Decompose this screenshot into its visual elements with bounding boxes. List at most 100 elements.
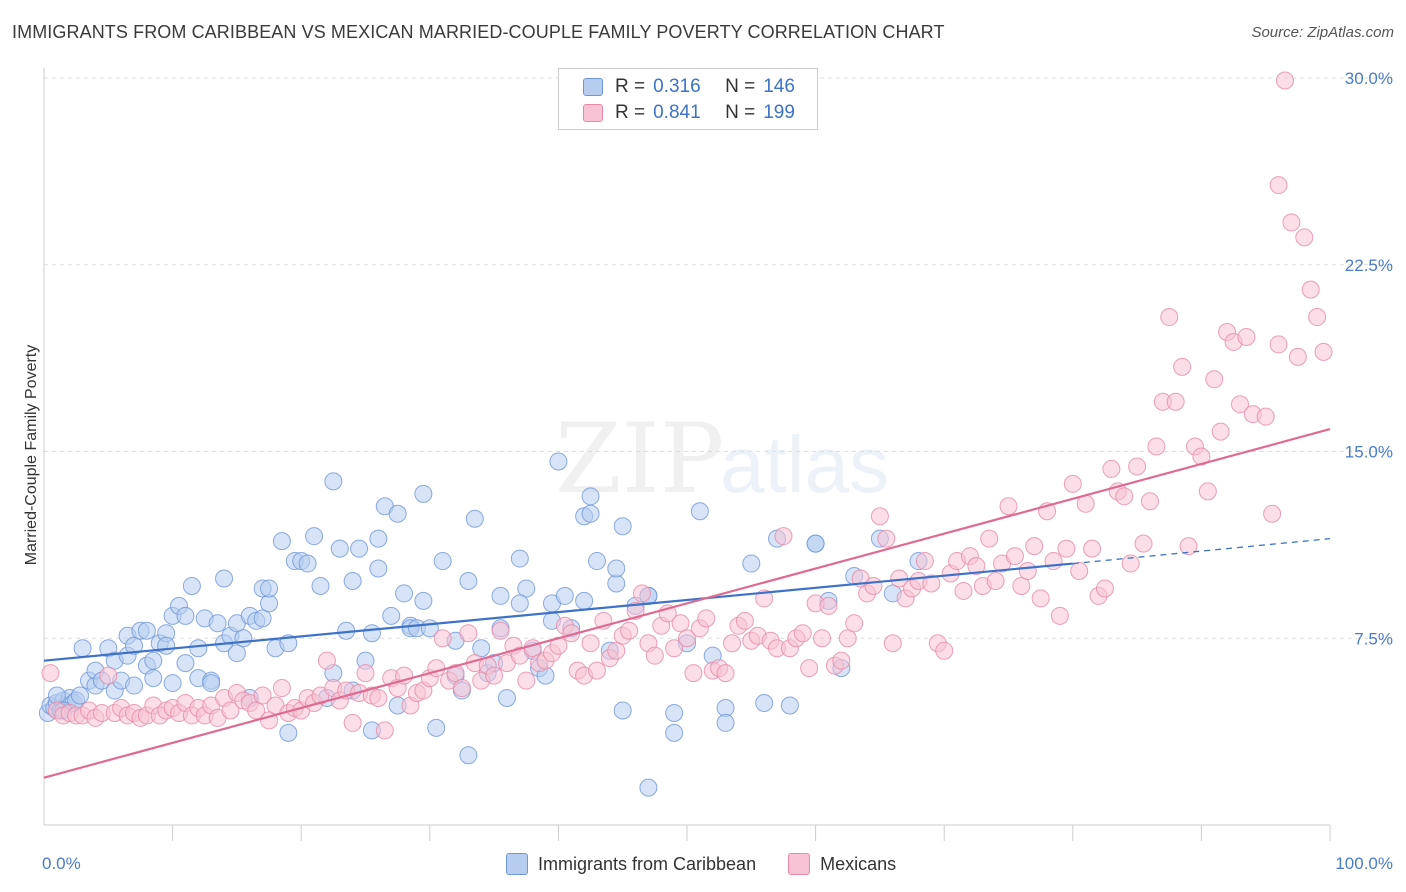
point-caribbean [298,554,317,573]
point-mexicans [1005,547,1024,566]
point-mexicans [1102,459,1121,478]
point-mexicans [954,581,973,600]
point-mexicans [1050,606,1069,625]
legend-item-caribbean[interactable]: Immigrants from Caribbean [506,853,756,875]
point-caribbean [202,674,221,693]
point-caribbean [414,484,433,503]
point-mexicans [1147,437,1166,456]
watermark-zip: ZIP [555,403,724,515]
point-mexicans [485,666,504,685]
point-caribbean [137,621,156,640]
point-mexicans [1269,176,1288,195]
point-mexicans [1295,228,1314,247]
point-mexicans [684,664,703,683]
r-label: R = [615,102,646,123]
caribbean-legend-swatch-icon [506,853,528,875]
point-mexicans [1134,534,1153,553]
point-caribbean [182,576,201,595]
point-caribbean [330,539,349,558]
point-caribbean [234,629,253,648]
mexicans-legend-swatch-icon [788,853,811,875]
point-caribbean [665,703,684,722]
point-mexicans [1237,327,1256,346]
trendline-caribbean [43,562,1073,662]
point-mexicans [632,584,651,603]
point-mexicans [980,529,999,548]
point-caribbean [806,534,825,553]
point-caribbean [510,594,529,613]
point-mexicans [1166,392,1185,411]
point-mexicans [1018,562,1037,581]
point-mexicans [883,634,902,653]
point-caribbean [382,606,401,625]
point-caribbean [189,639,208,658]
point-caribbean [362,624,381,643]
point-caribbean [311,576,330,595]
point-mexicans [723,634,742,653]
point-mexicans [1205,370,1224,389]
point-caribbean [472,639,491,658]
point-mexicans [870,507,889,526]
point-caribbean [144,669,163,688]
x-tick-label: 100.0% [1335,854,1393,873]
point-mexicans [1121,554,1140,573]
point-caribbean [279,723,298,742]
point-caribbean [176,606,195,625]
point-mexicans [999,497,1018,516]
point-mexicans [1256,407,1275,426]
point-mexicans [819,596,838,615]
point-caribbean [581,487,600,506]
stats-row-caribbean: R = 0.316 N = 146 [583,75,795,99]
point-mexicans [922,574,941,593]
n-label: N = [725,76,756,97]
point-mexicans [1083,539,1102,558]
point-mexicans [491,621,510,640]
point-mexicans [253,686,272,705]
y-tick-label: 30.0% [1345,69,1393,88]
point-caribbean [555,586,574,605]
point-mexicans [1282,213,1301,232]
point-caribbean [125,636,144,655]
point-caribbean [253,609,272,628]
point-mexicans [1211,422,1230,441]
point-mexicans [1230,395,1249,414]
point-mexicans [459,624,478,643]
point-caribbean [227,644,246,663]
point-mexicans [221,701,240,720]
point-caribbean [208,614,227,633]
point-caribbean [510,549,529,568]
point-mexicans [1308,308,1327,327]
point-caribbean [517,579,536,598]
y-tick-label: 22.5% [1345,256,1393,275]
point-mexicans [838,629,857,648]
point-caribbean [716,713,735,732]
point-mexicans [1179,537,1198,556]
trendline-mexicans [43,428,1331,779]
source-label: Source: ZipAtlas.com [1251,24,1394,41]
point-caribbean [157,636,176,655]
point-caribbean [581,504,600,523]
point-mexicans [272,679,291,698]
point-mexicans [845,614,864,633]
legend-label-mexicans: Mexicans [820,853,897,874]
x-tick-label: 0.0% [42,854,81,873]
r-value-mexicans: 0.841 [653,102,701,123]
point-mexicans [523,639,542,658]
point-mexicans [587,661,606,680]
point-mexicans [1031,589,1050,608]
point-mexicans [986,571,1005,590]
point-mexicans [99,666,118,685]
point-caribbean [324,472,343,491]
point-mexicans [607,641,626,660]
point-caribbean [176,654,195,673]
point-mexicans [665,639,684,658]
point-caribbean [215,569,234,588]
legend-item-mexicans[interactable]: Mexicans [788,853,896,875]
point-mexicans [1269,335,1288,354]
point-mexicans [247,701,266,720]
point-mexicans [864,576,883,595]
point-mexicans [915,552,934,571]
n-value-caribbean: 146 [763,76,795,97]
point-mexicans [678,629,696,648]
point-mexicans [581,634,600,653]
